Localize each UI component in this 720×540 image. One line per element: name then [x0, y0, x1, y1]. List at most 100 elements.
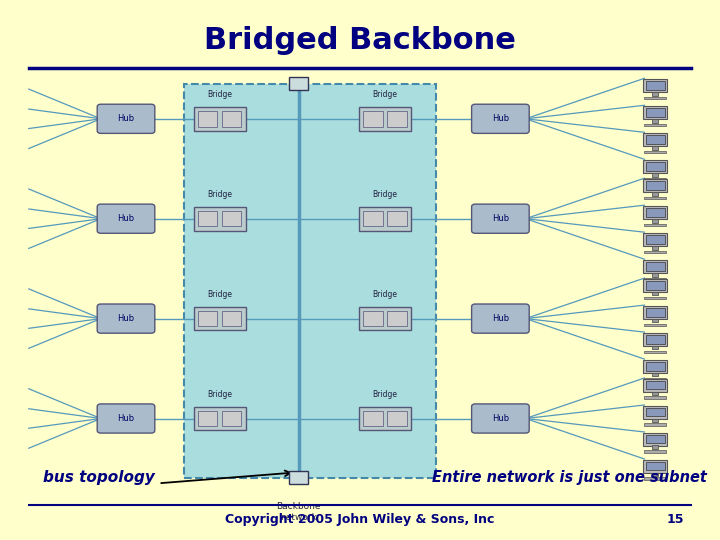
- Bar: [364, 311, 383, 326]
- Text: Hub: Hub: [492, 114, 509, 123]
- Text: Bridged Backbone: Bridged Backbone: [204, 26, 516, 55]
- Bar: [643, 379, 667, 392]
- Bar: [194, 107, 246, 131]
- Bar: [643, 133, 667, 146]
- Bar: [646, 135, 665, 144]
- Bar: [646, 108, 665, 117]
- Bar: [652, 319, 658, 322]
- Bar: [222, 311, 241, 326]
- Text: Bridge: Bridge: [373, 290, 397, 299]
- Bar: [644, 350, 666, 353]
- Bar: [194, 307, 246, 330]
- Bar: [359, 207, 411, 231]
- Bar: [652, 373, 658, 376]
- Bar: [646, 335, 665, 343]
- Bar: [643, 433, 667, 446]
- Bar: [652, 472, 658, 476]
- Bar: [387, 311, 407, 326]
- FancyBboxPatch shape: [97, 204, 155, 233]
- Bar: [198, 311, 217, 326]
- Text: Bridge: Bridge: [373, 190, 397, 199]
- Bar: [652, 418, 658, 422]
- Bar: [644, 251, 666, 253]
- Bar: [643, 406, 667, 419]
- Bar: [646, 281, 665, 289]
- Bar: [643, 333, 667, 346]
- Bar: [644, 124, 666, 126]
- Text: Backbone
network: Backbone network: [276, 502, 321, 522]
- Bar: [194, 207, 246, 231]
- Bar: [652, 92, 658, 96]
- Bar: [652, 392, 658, 395]
- Bar: [387, 111, 407, 126]
- Text: Bridge: Bridge: [207, 290, 232, 299]
- Bar: [644, 224, 666, 226]
- Bar: [652, 446, 658, 449]
- Text: Hub: Hub: [117, 214, 135, 223]
- Bar: [643, 179, 667, 192]
- Bar: [364, 211, 383, 226]
- FancyBboxPatch shape: [97, 304, 155, 333]
- Bar: [644, 178, 666, 180]
- Text: Hub: Hub: [492, 414, 509, 423]
- Bar: [652, 246, 658, 249]
- Bar: [643, 160, 667, 173]
- Bar: [646, 362, 665, 370]
- Bar: [646, 81, 665, 90]
- FancyBboxPatch shape: [472, 304, 529, 333]
- Bar: [646, 435, 665, 443]
- Text: Hub: Hub: [492, 214, 509, 223]
- Bar: [652, 173, 658, 177]
- Bar: [359, 107, 411, 131]
- Bar: [646, 408, 665, 416]
- Bar: [644, 477, 666, 480]
- Bar: [184, 84, 436, 478]
- Bar: [198, 411, 217, 426]
- Bar: [643, 106, 667, 119]
- Bar: [222, 111, 241, 126]
- Bar: [643, 306, 667, 319]
- Bar: [646, 308, 665, 316]
- Bar: [644, 278, 666, 280]
- Bar: [364, 111, 383, 126]
- FancyBboxPatch shape: [97, 104, 155, 133]
- Bar: [644, 97, 666, 99]
- Text: Bridge: Bridge: [373, 390, 397, 399]
- Text: Hub: Hub: [492, 314, 509, 323]
- Text: Hub: Hub: [117, 314, 135, 323]
- Text: Hub: Hub: [117, 114, 135, 123]
- Text: bus topology: bus topology: [43, 470, 155, 485]
- Bar: [652, 146, 658, 150]
- Text: Copyright 2005 John Wiley & Sons, Inc: Copyright 2005 John Wiley & Sons, Inc: [225, 513, 495, 526]
- Bar: [289, 471, 308, 484]
- Bar: [652, 119, 658, 123]
- Bar: [643, 260, 667, 273]
- Text: Bridge: Bridge: [207, 190, 232, 199]
- Bar: [643, 79, 667, 92]
- Bar: [359, 407, 411, 430]
- Bar: [643, 460, 667, 472]
- Bar: [198, 211, 217, 226]
- Bar: [644, 151, 666, 153]
- FancyBboxPatch shape: [472, 104, 529, 133]
- Bar: [387, 211, 407, 226]
- Bar: [644, 423, 666, 426]
- Bar: [643, 233, 667, 246]
- Bar: [222, 411, 241, 426]
- Bar: [644, 296, 666, 299]
- Bar: [643, 279, 667, 292]
- Bar: [646, 462, 665, 470]
- Bar: [644, 396, 666, 399]
- Bar: [643, 360, 667, 373]
- Bar: [652, 192, 658, 195]
- Bar: [359, 307, 411, 330]
- Text: Entire network is just one subnet: Entire network is just one subnet: [432, 470, 707, 485]
- Bar: [194, 407, 246, 430]
- Bar: [646, 162, 665, 171]
- Bar: [652, 273, 658, 276]
- Bar: [644, 377, 666, 380]
- Bar: [646, 381, 665, 389]
- Bar: [643, 206, 667, 219]
- Bar: [387, 411, 407, 426]
- Text: 15: 15: [667, 513, 684, 526]
